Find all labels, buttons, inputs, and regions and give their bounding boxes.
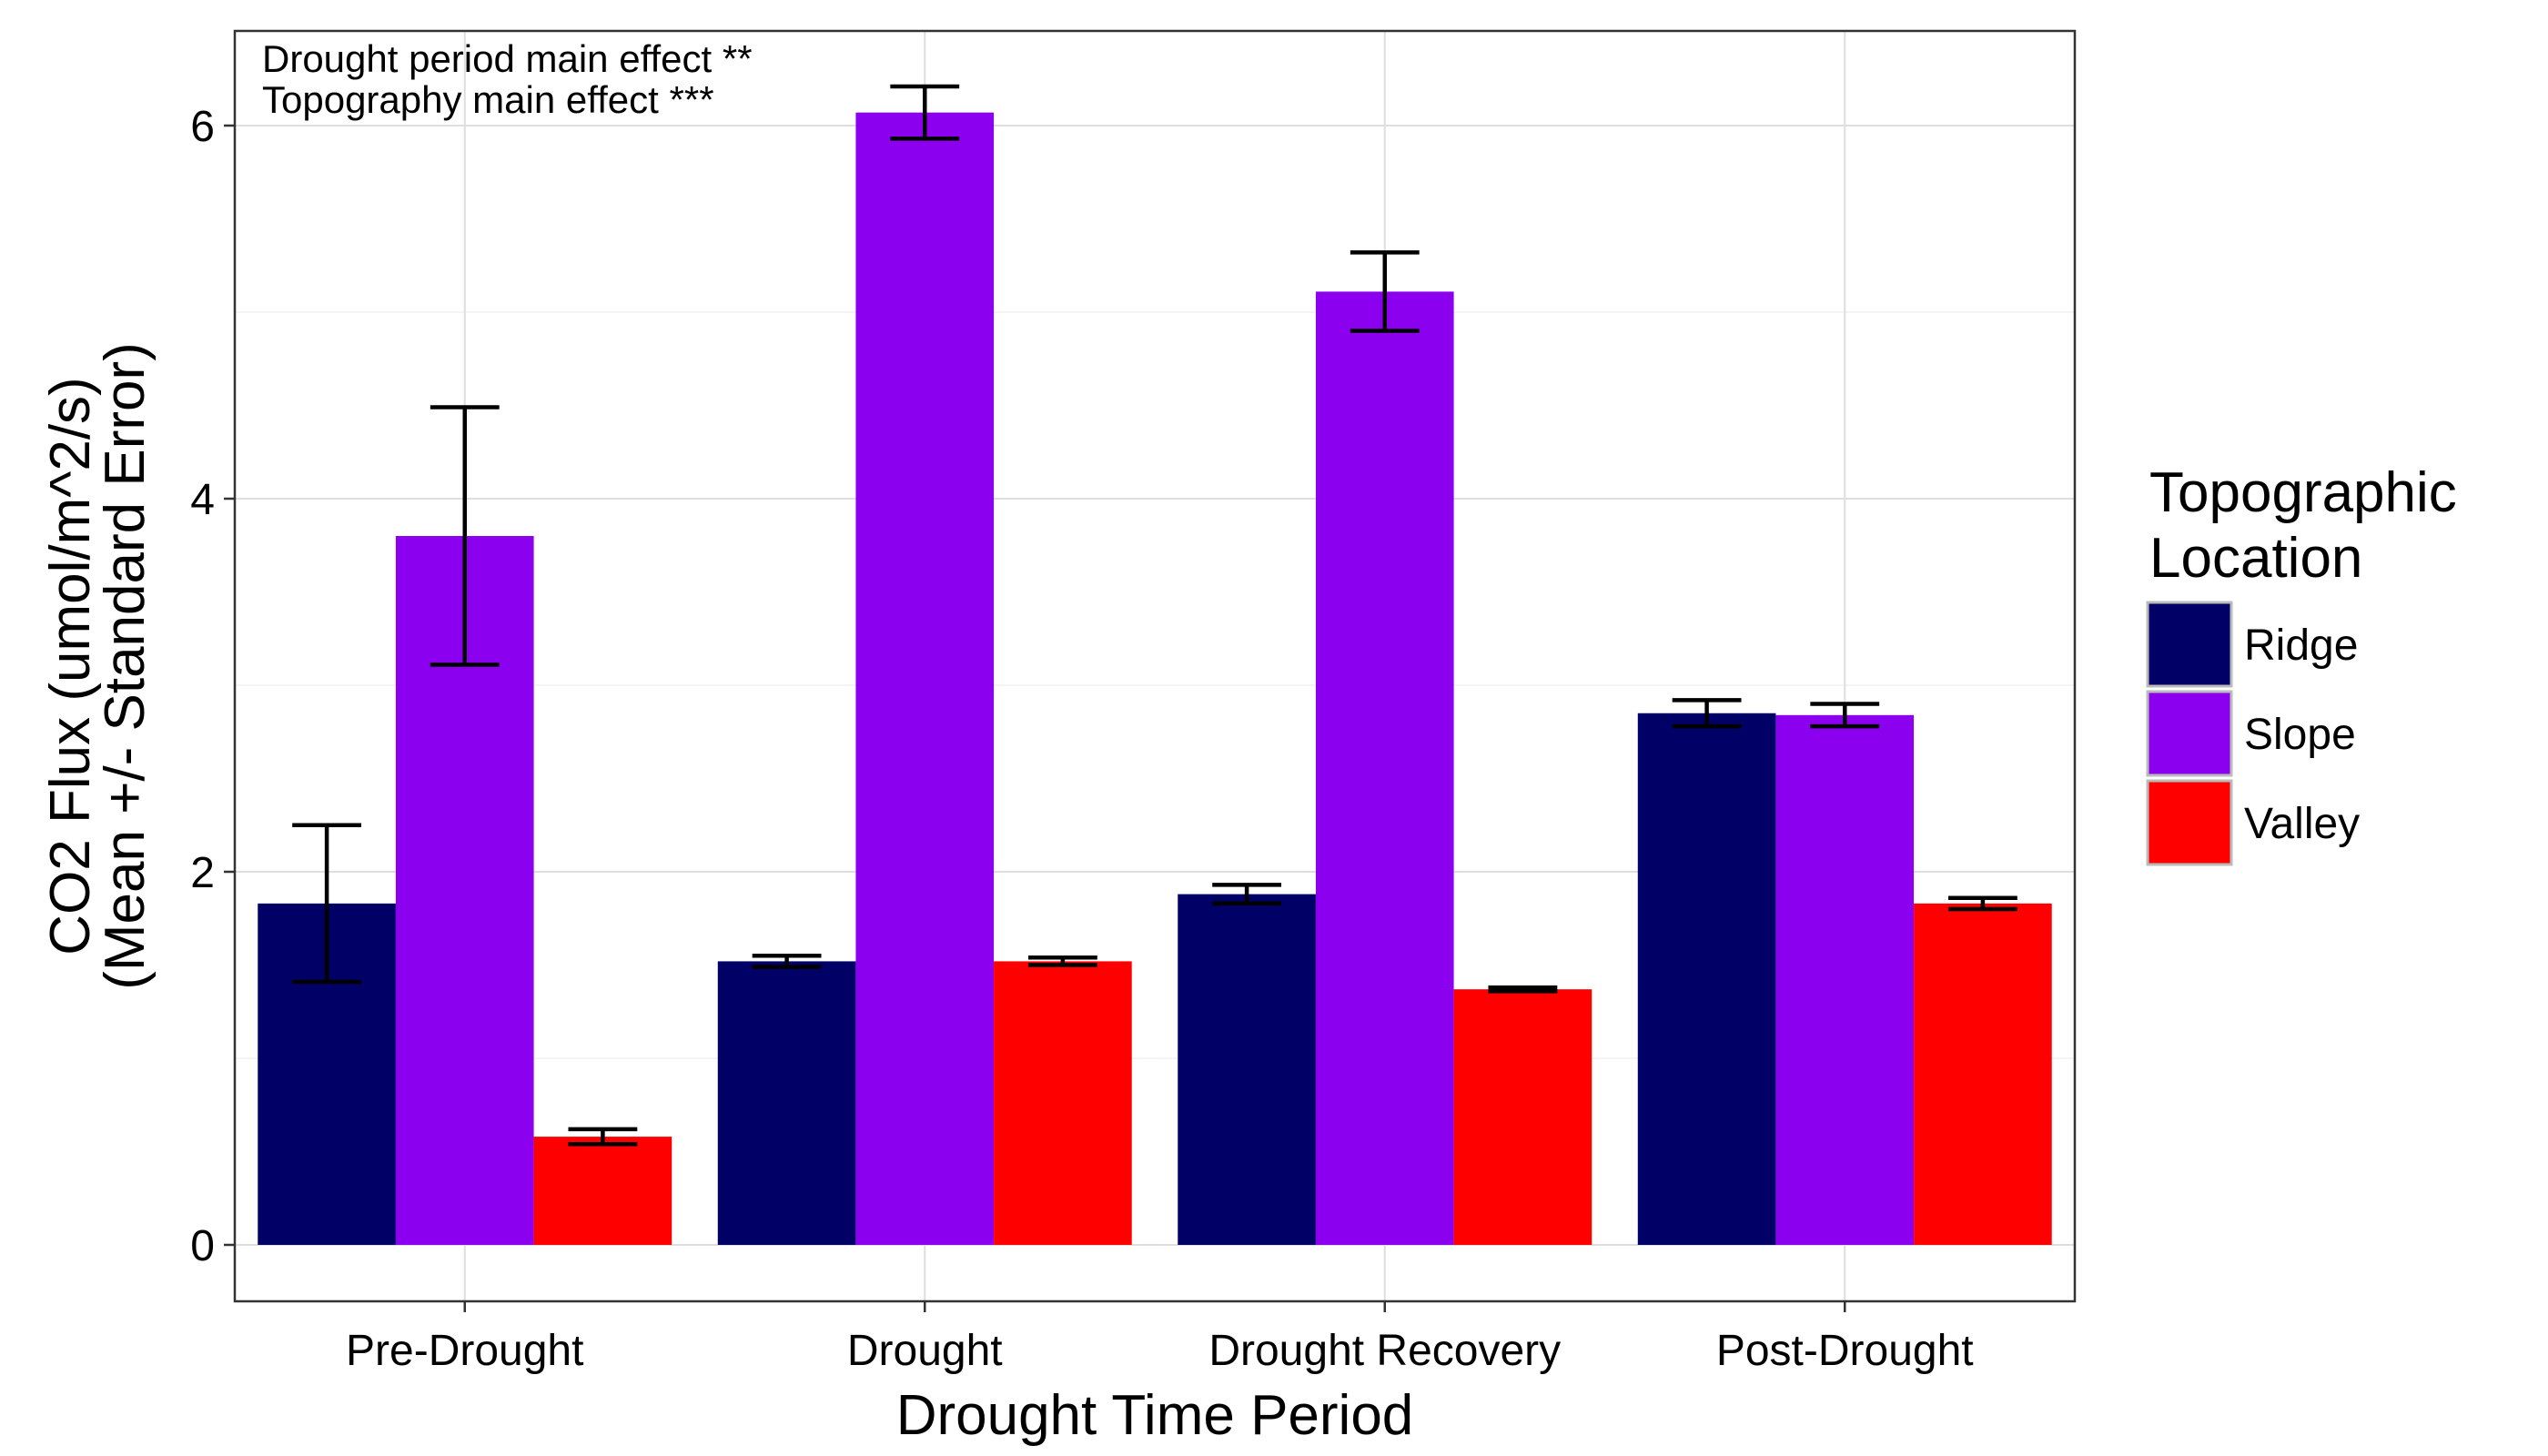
y-tick-label: 0 xyxy=(190,1222,215,1270)
y-tick-label: 6 xyxy=(190,103,215,151)
legend-label-slope: Slope xyxy=(2244,711,2356,759)
bar-valley xyxy=(1453,989,1592,1245)
y-tick-label: 2 xyxy=(190,849,215,897)
legend: Topographic Location Ridge Slope Valley xyxy=(2146,461,2457,866)
annotation-topography-effect: Topography main effect *** xyxy=(262,78,714,121)
x-tick-label: Pre-Drought xyxy=(346,1327,583,1375)
bar-ridge xyxy=(1178,894,1316,1245)
x-tick-label: Post-Drought xyxy=(1716,1327,1974,1375)
legend-title-line2: Location xyxy=(2149,527,2362,590)
bars-group xyxy=(258,112,2052,1246)
legend-swatch-valley xyxy=(2146,779,2233,866)
y-tick-label: 4 xyxy=(190,476,215,524)
y-axis-title-line1: CO2 Flux (umol/m^2/s) xyxy=(39,377,102,955)
x-tick-label: Drought xyxy=(847,1327,1003,1375)
bar-ridge xyxy=(717,961,856,1245)
legend-items: Ridge Slope Valley xyxy=(2146,601,2360,866)
bar-valley xyxy=(1914,903,2052,1245)
bar-slope xyxy=(855,112,995,1245)
legend-label-valley: Valley xyxy=(2244,800,2360,848)
panel-border xyxy=(233,29,2077,1303)
annotation-drought-effect: Drought period main effect ** xyxy=(262,37,753,80)
legend-swatch-slope xyxy=(2146,690,2233,777)
y-axis: 0 2 4 6 xyxy=(190,103,235,1270)
legend-swatch-ridge xyxy=(2146,601,2233,688)
x-axis-title: Drought Time Period xyxy=(896,1384,1414,1447)
bar-slope xyxy=(1315,291,1454,1246)
bar-valley xyxy=(533,1137,672,1245)
y-axis-title-line2: (Mean +/- Standard Error) xyxy=(94,342,157,990)
x-axis: Pre-Drought Drought Drought Recovery Post-D… xyxy=(346,1301,1974,1375)
legend-title-line1: Topographic xyxy=(2149,461,2457,524)
bar-ridge xyxy=(1637,713,1776,1245)
bar-valley xyxy=(994,961,1132,1245)
legend-label-ridge: Ridge xyxy=(2244,622,2358,670)
x-tick-label: Drought Recovery xyxy=(1208,1327,1561,1375)
bar-slope xyxy=(1775,714,1915,1245)
error-bars-group xyxy=(292,84,2017,1147)
